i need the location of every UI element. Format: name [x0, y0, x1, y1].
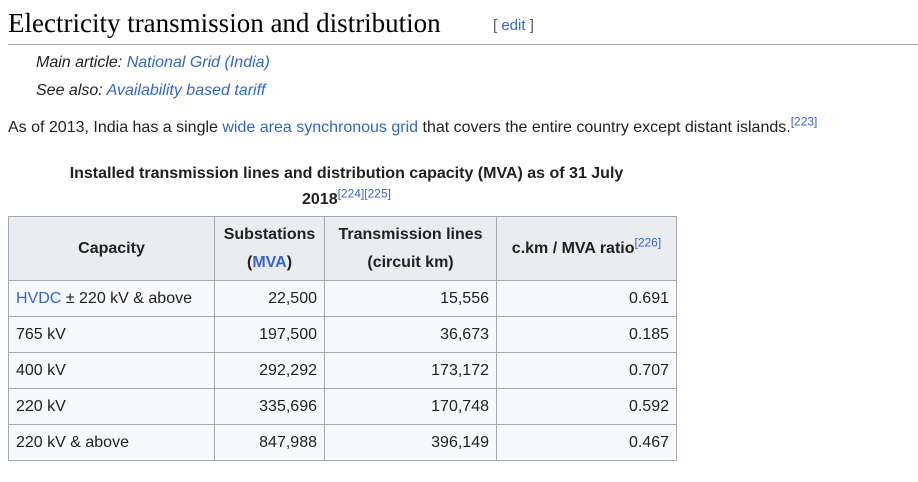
- caption-line2: 2018: [302, 191, 338, 208]
- cell-transmission-lines: 36,673: [324, 316, 497, 353]
- table-row: 765 kV 197,500 36,673 0.185: [8, 316, 677, 353]
- edit-bracket-close: ]: [525, 17, 534, 34]
- cell-transmission-lines: 15,556: [324, 280, 497, 317]
- cell-substations: 197,500: [214, 316, 325, 353]
- table-row: HVDC ± 220 kV & above 22,500 15,556 0.69…: [8, 280, 677, 317]
- paragraph-text-before: As of 2013, India has a single: [8, 119, 223, 136]
- paragraph-text-after: that covers the entire country except di…: [418, 119, 791, 136]
- section-title: Electricity transmission and distributio…: [8, 8, 441, 38]
- caption-line1: Installed transmission lines and distrib…: [69, 165, 624, 182]
- cell-capacity: HVDC ± 220 kV & above: [8, 280, 215, 317]
- cell-transmission-lines: 396,149: [324, 424, 497, 461]
- header-substations-line1: Substations: [223, 225, 316, 243]
- table-caption: Installed transmission lines and distrib…: [8, 161, 685, 213]
- header-ratio: c.km / MVA ratio[226]: [496, 216, 677, 281]
- cell-transmission-lines: 170,748: [324, 388, 497, 425]
- cell-substations: 335,696: [214, 388, 325, 425]
- caption-references-link[interactable]: [224][225]: [337, 186, 391, 201]
- table-row: 220 kV & above 847,988 396,149 0.467: [8, 424, 677, 461]
- table-header-row: Capacity Substations (MVA) Transmission l…: [8, 216, 677, 281]
- cell-substations: 292,292: [214, 352, 325, 389]
- header-substations-close: ): [286, 253, 293, 271]
- capacity-table: Capacity Substations (MVA) Transmission l…: [8, 216, 677, 461]
- synchronous-grid-link[interactable]: wide area synchronous grid: [222, 119, 419, 136]
- see-also-link[interactable]: Availability based tariff: [106, 82, 266, 99]
- mva-link[interactable]: MVA: [252, 253, 287, 271]
- header-ratio-label: c.km / MVA ratio: [511, 239, 635, 257]
- header-lines-line2: (circuit km): [367, 253, 454, 271]
- reference-226-link[interactable]: [226]: [634, 235, 662, 250]
- hvdc-link[interactable]: HVDC: [16, 289, 62, 307]
- cell-transmission-lines: 173,172: [324, 352, 497, 389]
- main-article-hatnote: Main article: National Grid (India): [36, 54, 270, 72]
- cell-substations: 847,988: [214, 424, 325, 461]
- table-row: 400 kV 292,292 173,172 0.707: [8, 352, 677, 389]
- reference-223-link[interactable]: [223]: [790, 114, 818, 129]
- section-heading: Electricity transmission and distributio…: [8, 6, 918, 45]
- edit-link[interactable]: edit: [501, 17, 526, 34]
- table-row: 220 kV 335,696 170,748 0.592: [8, 388, 677, 425]
- cell-capacity: 765 kV: [8, 316, 215, 353]
- cell-capacity: 220 kV: [8, 388, 215, 425]
- header-lines-line1: Transmission lines: [338, 225, 483, 243]
- cell-substations: 22,500: [214, 280, 325, 317]
- cell-ratio: 0.467: [496, 424, 677, 461]
- see-also-hatnote: See also: Availability based tariff: [36, 82, 265, 100]
- intro-paragraph: As of 2013, India has a single wide area…: [8, 116, 817, 137]
- cell-capacity-text: ± 220 kV & above: [61, 289, 192, 307]
- cell-ratio: 0.592: [496, 388, 677, 425]
- cell-ratio: 0.707: [496, 352, 677, 389]
- header-transmission-lines: Transmission lines (circuit km): [324, 216, 497, 281]
- header-substations: Substations (MVA): [214, 216, 325, 281]
- cell-ratio: 0.691: [496, 280, 677, 317]
- main-article-link[interactable]: National Grid (India): [126, 54, 270, 71]
- cell-capacity: 400 kV: [8, 352, 215, 389]
- edit-section: [ edit ]: [493, 17, 534, 34]
- main-article-prefix: Main article:: [36, 54, 127, 71]
- header-capacity: Capacity: [8, 216, 215, 281]
- header-substations-open: (: [246, 253, 253, 271]
- cell-ratio: 0.185: [496, 316, 677, 353]
- edit-bracket-open: [: [493, 17, 502, 34]
- see-also-prefix: See also:: [36, 82, 107, 99]
- cell-capacity: 220 kV & above: [8, 424, 215, 461]
